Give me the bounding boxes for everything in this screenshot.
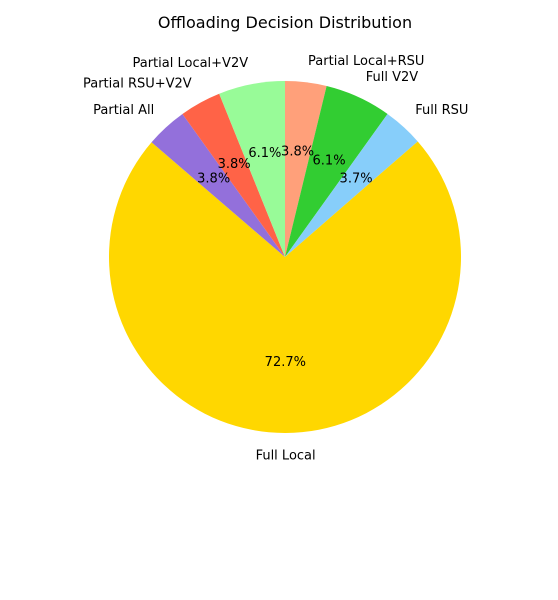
slice-percent-partial-all: 3.8% <box>197 172 230 187</box>
slice-percent-full-local: 72.7% <box>265 355 306 370</box>
slice-label-full-local: Full Local <box>256 448 316 463</box>
slice-label-partial-local-rsu: Partial Local+RSU <box>308 54 424 69</box>
slice-percent-full-rsu: 3.7% <box>340 171 373 186</box>
pie-labels: Partial Local+RSU 3.8% Full V2V 6.1% Full RS… <box>83 54 468 464</box>
slice-percent-full-v2v: 6.1% <box>313 154 346 169</box>
pie-slice-partial-local-v2v <box>219 81 285 257</box>
pie-slice-full-local <box>108 141 461 433</box>
slice-label-partial-rsu-v2v: Partial RSU+V2V <box>83 76 192 91</box>
slice-label-full-rsu: Full RSU <box>415 103 468 118</box>
slice-percent-partial-local-rsu: 3.8% <box>281 145 314 160</box>
pie-slice-partial-local-rsu <box>285 81 327 257</box>
slice-percent-partial-local-v2v: 6.1% <box>248 146 281 161</box>
slice-label-full-v2v: Full V2V <box>366 70 419 85</box>
pie-slice-full-v2v <box>285 85 388 257</box>
pie-slice-partial-all <box>151 113 285 258</box>
slice-label-partial-local-v2v: Partial Local+V2V <box>132 56 248 71</box>
slice-label-partial-all: Partial All <box>93 103 154 118</box>
slice-percent-partial-rsu-v2v: 3.8% <box>218 157 251 172</box>
pie-slice-full-rsu <box>285 113 418 258</box>
pie-slices <box>108 81 461 433</box>
chart-title: Offloading Decision Distribution <box>158 13 412 32</box>
pie-slice-partial-rsu-v2v <box>182 93 285 257</box>
